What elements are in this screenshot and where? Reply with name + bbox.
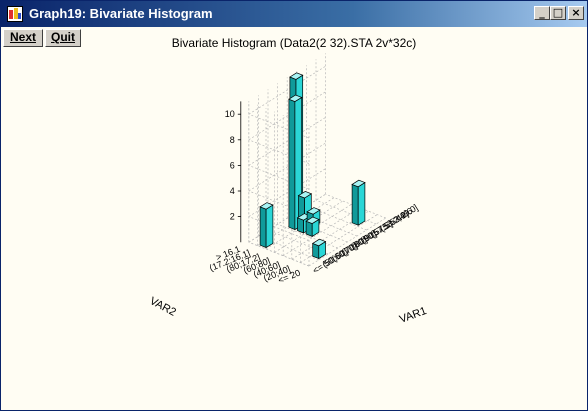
z-tick-label: 4 xyxy=(230,186,235,196)
histogram-bar-top xyxy=(297,191,313,199)
title-bar[interactable]: Graph19: Bivariate Histogram _ □ × xyxy=(1,1,587,27)
floor-gridline xyxy=(277,223,338,249)
wall-gridline xyxy=(248,113,310,139)
wall-gridline xyxy=(248,165,310,190)
floor-gridline xyxy=(308,217,386,267)
histogram-bar-top xyxy=(259,202,274,210)
maximize-button[interactable]: □ xyxy=(550,6,566,20)
close-button[interactable]: × xyxy=(568,6,584,20)
histogram-bar-side xyxy=(351,183,359,226)
histogram-bar-top xyxy=(306,207,321,215)
floor-gridline xyxy=(283,207,361,257)
wall-gridline xyxy=(248,241,310,267)
z-tick-label: 10 xyxy=(225,109,235,119)
histogram-bar xyxy=(265,204,274,249)
histogram-bar-top xyxy=(305,216,320,224)
floor-gridline xyxy=(267,229,329,255)
minimize-button[interactable]: _ xyxy=(534,6,550,20)
histogram-bar-side xyxy=(288,98,296,231)
next-button[interactable]: Next xyxy=(3,29,43,47)
z-tick-label: 2 xyxy=(230,212,235,222)
histogram-bar-top xyxy=(311,238,327,247)
quit-button[interactable]: Quit xyxy=(45,29,81,47)
histogram-bar-top xyxy=(288,94,303,102)
histogram-bar-top xyxy=(289,72,304,80)
chart-title: Bivariate Histogram (Data2(2 32).STA 2v*… xyxy=(171,36,417,50)
wall-gridline xyxy=(248,216,310,241)
floor-gridline xyxy=(315,199,377,225)
var2-axis-title: VAR2 xyxy=(148,295,178,319)
histogram-bar-top xyxy=(351,179,366,188)
histogram-bar-side xyxy=(259,206,267,249)
var1-tick-label: > 49.6 xyxy=(388,206,415,228)
floor-gridline xyxy=(291,210,369,260)
var1-axis-title: VAR1 xyxy=(398,305,428,326)
histogram-bar xyxy=(357,181,366,226)
window-title: Graph19: Bivariate Histogram xyxy=(29,6,213,21)
wall-gridline xyxy=(248,142,326,192)
z-tick-label: 8 xyxy=(230,135,235,145)
wall-gridline xyxy=(248,139,310,164)
wall-gridline xyxy=(248,190,310,216)
app-icon xyxy=(7,6,23,22)
wall-gridline xyxy=(248,91,326,141)
z-tick-label: 6 xyxy=(230,160,235,170)
floor-gridline xyxy=(300,214,378,263)
